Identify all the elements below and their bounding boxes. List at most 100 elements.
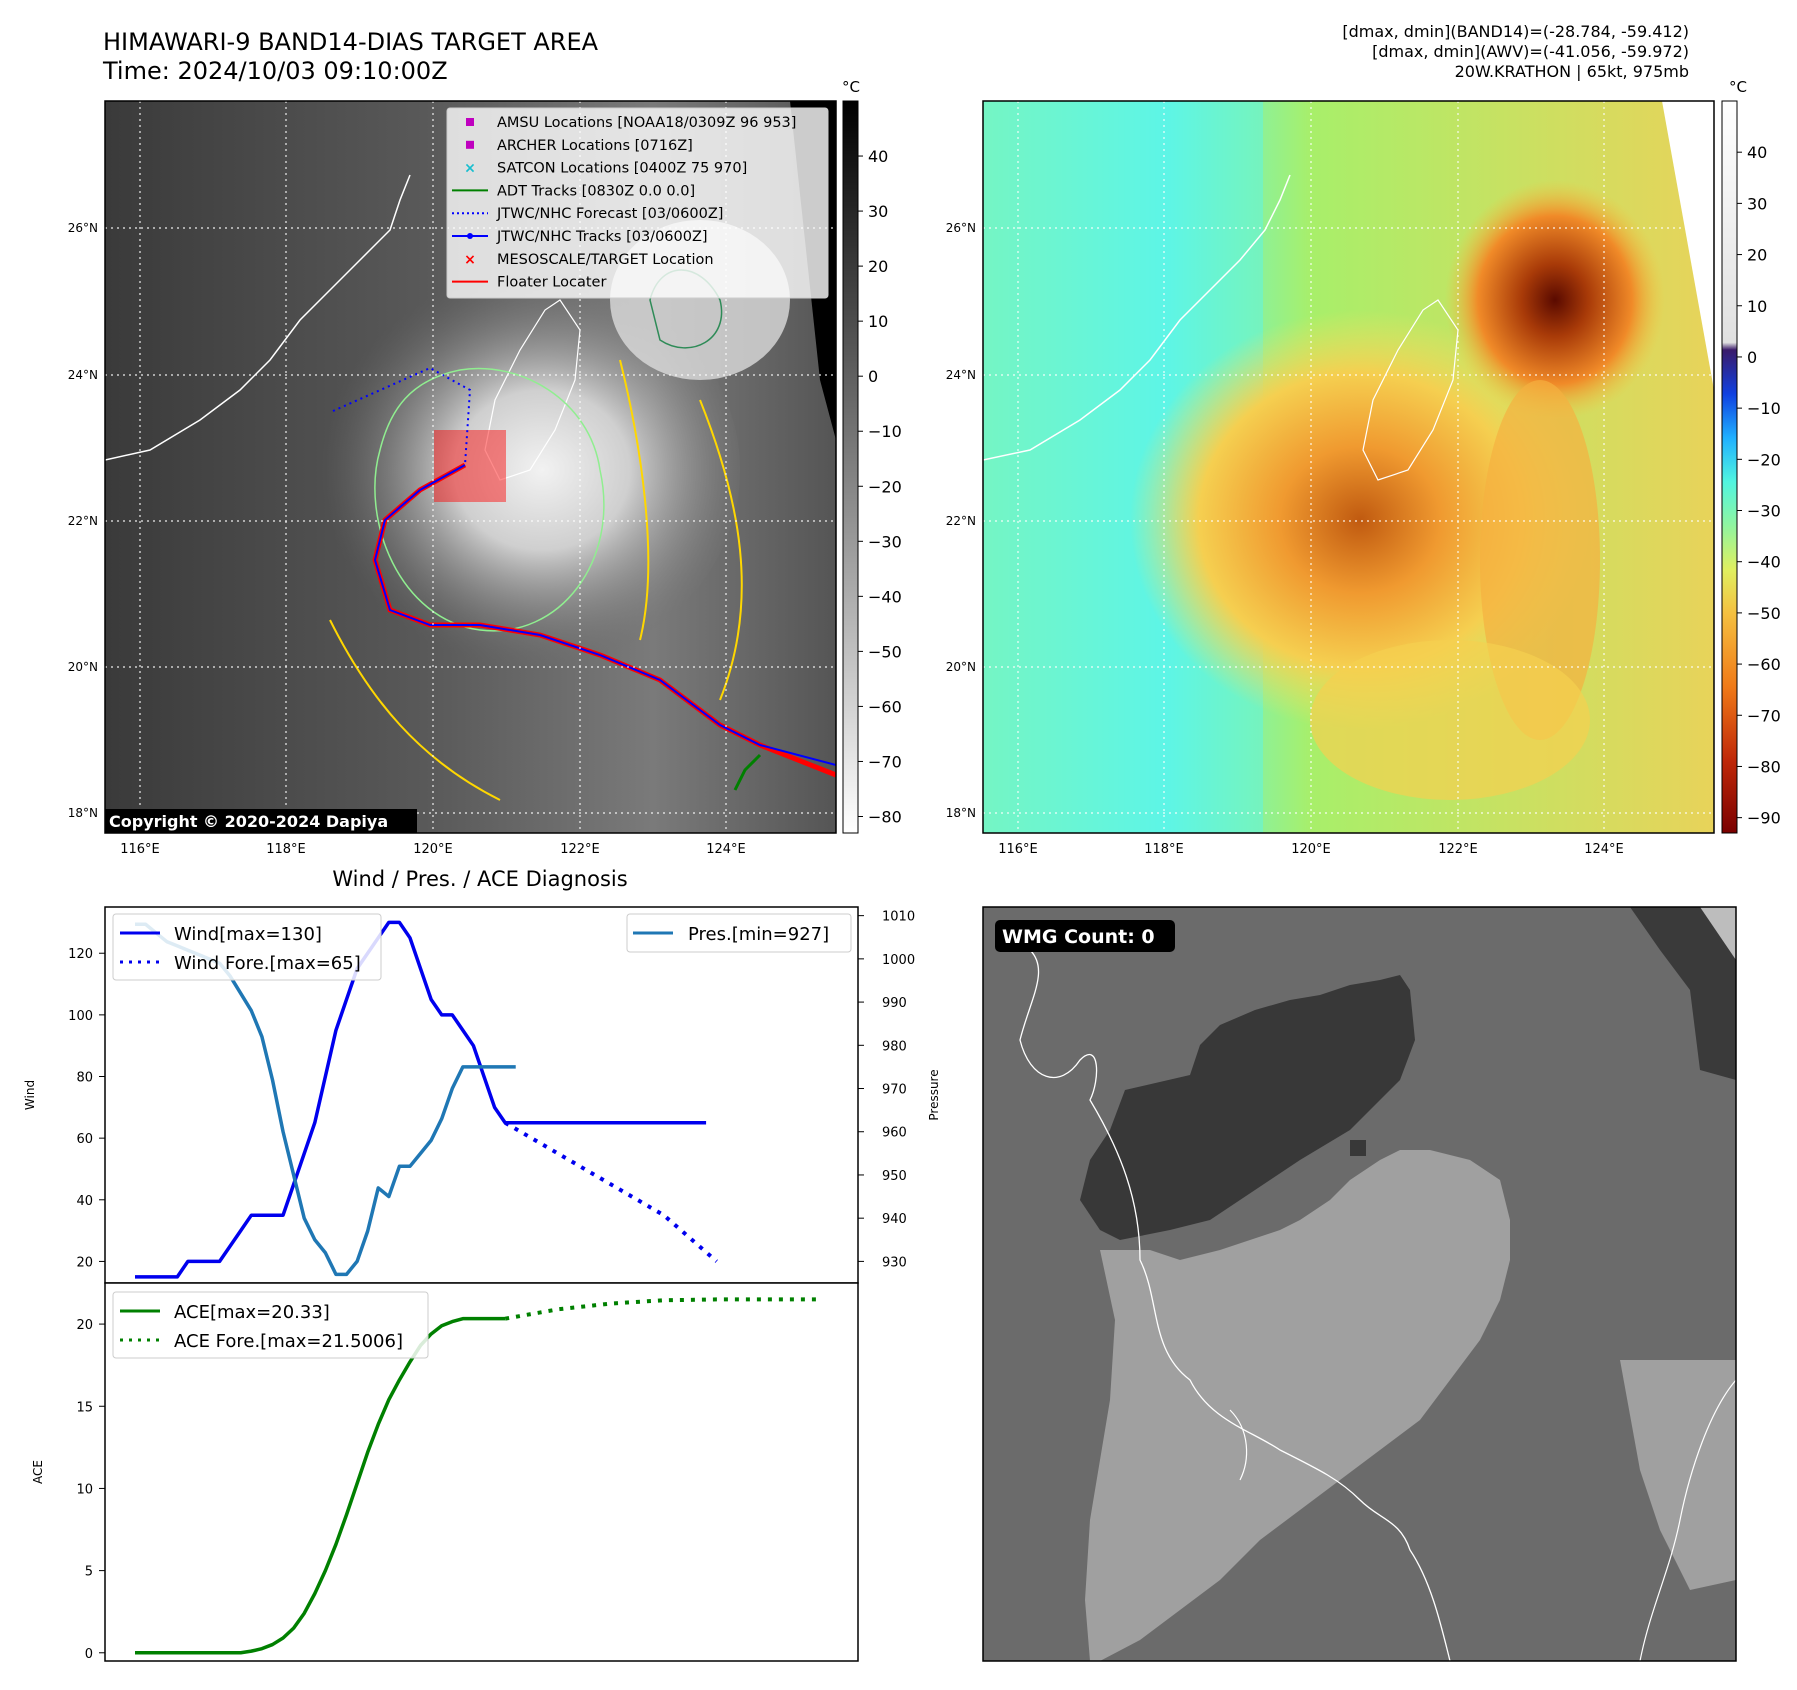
pressure-tick-label: 1000 [882,953,915,968]
pressure-tick-label: 950 [882,1169,907,1184]
colorbar-tick-label: −20 [868,477,902,496]
legend-entry: Floater Locater [452,275,606,291]
ir-colorbar: °C 40 30 20 10 0 −10 −20 −30 −40 −50 −60 −70 −80 [842,78,902,834]
ace-series [135,1316,506,1655]
legend-marker-x: × [464,252,476,268]
ir-lon-label: 118°E [266,842,306,857]
ir-lat-label: 20°N [68,660,98,674]
ace-forecast-series [504,1297,823,1321]
wv-lon-label: 118°E [1144,842,1184,857]
legend-entry: JTWC/NHC Tracks [03/0600Z] [452,229,708,245]
legend-wind-label: Wind[max=130] [174,924,322,945]
pressure-tick-label: 970 [882,1083,907,1098]
pressure-tick-label: 960 [882,1126,907,1141]
legend-label: AMSU Locations [NOAA18/0309Z 96 953] [497,115,796,131]
colorbar-tick-label: 10 [868,312,888,331]
wind-tick-label: 20 [76,1255,93,1270]
colorbar-tick-label: −10 [1747,399,1781,418]
colorbar-tick-label: −40 [1747,553,1781,572]
colorbar-tick-label: 40 [1747,143,1767,162]
pressure-tick-label: 980 [882,1039,907,1054]
legend-marker-x: × [464,161,476,177]
pressure-legend: Pres.[min=927] [626,913,852,953]
colorbar-tick-label: −30 [868,532,902,551]
legend-label: JTWC/NHC Tracks [03/0600Z] [496,229,708,245]
ir-map: AMSU Locations [NOAA18/0309Z 96 953] ARCH… [68,78,902,857]
wv-lat-label: 20°N [946,660,976,674]
colorbar-tick-label: 0 [1747,348,1757,367]
legend-entry: × MESOSCALE/TARGET Location [464,252,713,268]
ir-lat-label: 24°N [68,368,98,382]
dmax-band14: [dmax, dmin](BAND14)=(-28.784, -59.412) [1342,22,1689,41]
ir-lat-label: 22°N [68,514,98,528]
dmax-awv: [dmax, dmin](AWV)=(-41.056, -59.972) [1372,42,1689,61]
wv-colorbar: °C 40 30 20 10 0 −10 −20 −30 −40 −50 −60 −70 −80 −90 [1721,78,1781,834]
colorbar-tick-label: −70 [868,752,902,771]
legend-entry: ADT Tracks [0830Z 0.0 0.0] [452,183,695,199]
legend-entry: × SATCON Locations [0400Z 75 970] [464,161,747,177]
ace-chart: 0 5 10 15 20 ACE ACE[max=20.33] ACE Fore.[ma… [31,1282,859,1662]
colorbar-tick-label: −40 [868,587,902,606]
legend-label: SATCON Locations [0400Z 75 970] [497,161,747,177]
legend-entry: ARCHER Locations [0716Z] [466,138,693,154]
colorbar-tick-label: −60 [1747,655,1781,674]
wv-lat-label: 26°N [946,221,976,235]
colorbar-tick-label: 30 [868,202,888,221]
legend-label: MESOSCALE/TARGET Location [497,252,714,268]
legend-entry: AMSU Locations [NOAA18/0309Z 96 953] [466,115,796,131]
pressure-tick-label: 930 [882,1255,907,1270]
wmg-panel: WMG Count: 0 [982,906,1737,1662]
colorbar-tick-label: 20 [1747,246,1767,265]
legend-marker-square [466,140,474,149]
ir-legend: AMSU Locations [NOAA18/0309Z 96 953] ARCH… [446,107,829,299]
wv-lon-label: 122°E [1438,842,1478,857]
legend-label: ADT Tracks [0830Z 0.0 0.0] [497,183,695,199]
ace-tick-label: 10 [76,1482,93,1497]
figure-time: Time: 2024/10/03 09:10:00Z [103,57,448,85]
ir-lon-label: 120°E [413,842,453,857]
wv-lat-label: 18°N [946,806,976,820]
wv-lon-label: 116°E [998,842,1038,857]
ace-legend: ACE[max=20.33] ACE Fore.[max=21.5006] [112,1291,429,1359]
legend-ace-label: ACE[max=20.33] [174,1302,330,1323]
wind-forecast-series [504,1121,718,1263]
colorbar-tick-label: −20 [1747,450,1781,469]
ace-tick-label: 15 [76,1400,93,1415]
ir-lon-label: 122°E [560,842,600,857]
wind-legend: Wind[max=130] Wind Fore.[max=65] [112,913,382,981]
legend-marker-square [466,118,474,126]
storm-info: 20W.KRATHON | 65kt, 975mb [1454,62,1689,81]
wv-lat-label: 22°N [946,514,976,528]
diagnosis-title: Wind / Pres. / ACE Diagnosis [332,867,627,891]
wv-lon-label: 124°E [1584,842,1624,857]
colorbar-tick-label: −30 [1747,502,1781,521]
legend-marker-dot [467,233,473,239]
wind-tick-label: 40 [76,1194,93,1209]
wind-tick-label: 80 [76,1071,93,1086]
wind-axis-label: Wind [23,1080,37,1110]
legend-pressure-label: Pres.[min=927] [688,924,829,945]
ace-axis-label: ACE [31,1460,45,1484]
pressure-tick-label: 990 [882,996,907,1011]
legend-wind-fore-label: Wind Fore.[max=65] [174,953,361,974]
legend-ace-fore-label: ACE Fore.[max=21.5006] [174,1331,403,1352]
colorbar-tick-label: 10 [1747,297,1767,316]
wind-tick-label: 100 [68,1009,93,1024]
colorbar-tick-label: −50 [868,642,902,661]
ir-colorbar-unit: °C [842,78,860,96]
wind-tick-label: 60 [76,1132,93,1147]
ir-lat-label: 26°N [68,221,98,235]
legend-label: Floater Locater [497,275,606,291]
ir-lon-label: 116°E [120,842,160,857]
colorbar-tick-label: 0 [868,367,878,386]
ir-lat-label: 18°N [68,806,98,820]
colorbar-tick-label: −80 [1747,757,1781,776]
wind-series [135,920,707,1279]
legend-entry: JTWC/NHC Forecast [03/0600Z] [452,206,723,222]
legend-label: ARCHER Locations [0716Z] [497,138,693,154]
colorbar-tick-label: −90 [1747,809,1781,828]
colorbar-tick-label: −60 [868,697,902,716]
copyright-text: Copyright © 2020-2024 Dapiya [109,812,388,831]
ace-tick-label: 20 [76,1318,93,1333]
